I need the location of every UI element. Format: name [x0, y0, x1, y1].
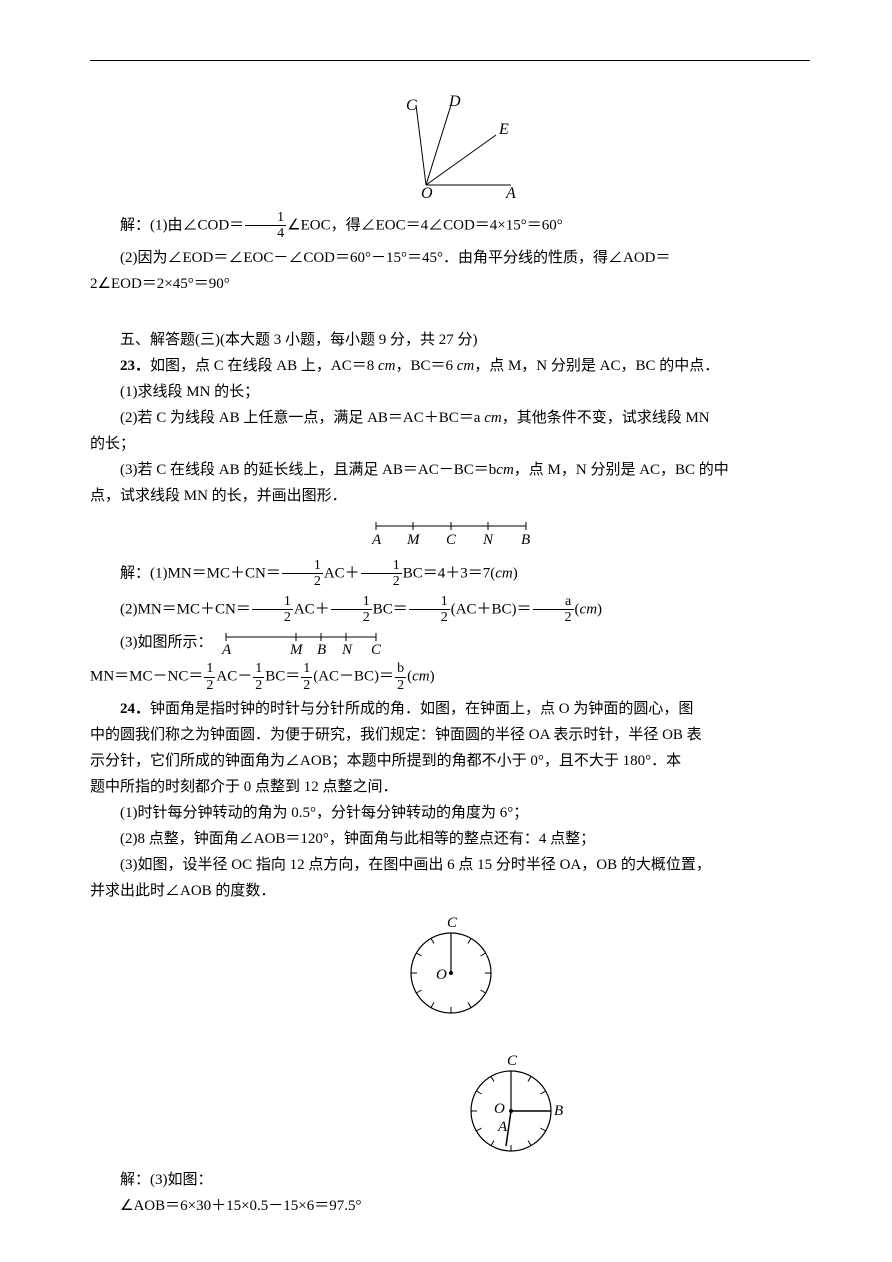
sol24-l2: ∠AOB＝6×30＋15×0.5－15×6＝97.5°	[90, 1194, 812, 1218]
figure-angle-eoc: C D E O A	[90, 90, 812, 200]
top-rule	[90, 60, 810, 61]
sol1-line2: (2)因为∠EOD＝∠EOC－∠COD＝60°－15°＝45°．由角平分线的性质…	[90, 246, 812, 270]
svg-text:A: A	[497, 1119, 508, 1135]
sol24-l1: 解：(3)如图：	[90, 1168, 812, 1192]
svg-text:C: C	[406, 97, 417, 114]
q23-3a: (3)若 C 在线段 AB 的延长线上，且满足 AB＝AC－BC＝bcm，点 M…	[90, 458, 812, 482]
svg-text:B: B	[521, 532, 530, 548]
svg-text:D: D	[448, 93, 461, 110]
figure-clock-1: C O	[90, 913, 812, 1023]
sol1-line3: 2∠EOD＝2×45°＝90°	[90, 272, 812, 296]
q24-s3b: 并求出此时∠AOB 的度数．	[90, 879, 812, 903]
figure-line-amcnb: A M C N B	[90, 518, 812, 548]
q23-2a: (2)若 C 为线段 AB 上任意一点，满足 AB＝AC＋BC＝a cm，其他条…	[90, 406, 812, 430]
q23-3b: 点，试求线段 MN 的长，并画出图形．	[90, 484, 812, 508]
sol23-l2: (2)MN＝MC＋CN＝12AC＋12BC＝12(AC＋BC)＝a2(cm)	[90, 594, 812, 626]
svg-text:O: O	[494, 1101, 505, 1117]
svg-text:B: B	[554, 1103, 563, 1119]
page-content: C D E O A 解：(1)由∠COD＝14∠EOC，得∠EOC＝4∠COD＝…	[90, 90, 812, 1218]
svg-text:M: M	[289, 642, 304, 657]
svg-text:M: M	[406, 532, 421, 548]
sol1-line1: 解：(1)由∠COD＝14∠EOC，得∠EOC＝4∠COD＝4×15°＝60°	[90, 210, 812, 242]
svg-text:A: A	[505, 185, 516, 200]
svg-text:C: C	[371, 642, 382, 657]
svg-text:B: B	[317, 642, 326, 657]
q24-p2: 中的圆我们称之为钟面圆．为便于研究，我们规定：钟面圆的半径 OA 表示时针，半径…	[90, 723, 812, 747]
sol23-l3: (3)如图所示： A M B N C	[90, 629, 812, 657]
sol23-l1: 解：(1)MN＝MC＋CN＝12AC＋12BC＝4＋3＝7(cm)	[90, 558, 812, 590]
sol23-l4: MN＝MC－NC＝12AC－12BC＝12(AC－BC)＝b2(cm)	[90, 661, 812, 693]
svg-text:C: C	[507, 1053, 518, 1069]
svg-text:C: C	[446, 532, 457, 548]
svg-text:A: A	[221, 642, 232, 657]
q24-p3: 示分针，它们所成的钟面角为∠AOB；本题中所提到的角都不小于 0°，且不大于 1…	[90, 749, 812, 773]
svg-text:O: O	[436, 967, 447, 983]
q24-s3a: (3)如图，设半径 OC 指向 12 点方向，在图中画出 6 点 15 分时半径…	[90, 853, 812, 877]
svg-text:E: E	[498, 121, 509, 138]
q23-1: (1)求线段 MN 的长；	[90, 380, 812, 404]
clock2-svg: C O B A	[456, 1051, 566, 1166]
clock1-svg: C O	[396, 913, 506, 1023]
angle-diagram-svg: C D E O A	[371, 90, 531, 200]
figure-clock-2: C O B A	[210, 1051, 812, 1166]
svg-text:A: A	[371, 532, 382, 548]
svg-text:N: N	[482, 532, 494, 548]
section5-heading: 五、解答题(三)(本大题 3 小题，每小题 9 分，共 27 分)	[90, 328, 812, 352]
q24-p1: 24．钟面角是指时钟的时针与分针所成的角．如图，在钟面上，点 O 为钟面的圆心，…	[90, 697, 812, 721]
frac-1-4: 14	[245, 210, 286, 242]
q24-p4: 题中所指的时刻都介于 0 点整到 12 点整之间．	[90, 775, 812, 799]
svg-text:O: O	[421, 185, 433, 200]
line-amcnb-svg: A M C N B	[366, 518, 536, 548]
svg-text:C: C	[447, 915, 458, 931]
q23-stem: 23．如图，点 C 在线段 AB 上，AC＝8 cm，BC＝6 cm，点 M，N…	[90, 354, 812, 378]
q24-s1: (1)时针每分钟转动的角为 0.5°，分针每分钟转动的角度为 6°；	[90, 801, 812, 825]
q23-2b: 的长；	[90, 432, 812, 456]
q24-s2: (2)8 点整，钟面角∠AOB＝120°，钟面角与此相等的整点还有：4 点整；	[90, 827, 812, 851]
figure-line-ambnc: A M B N C	[216, 629, 386, 657]
svg-text:N: N	[341, 642, 353, 657]
